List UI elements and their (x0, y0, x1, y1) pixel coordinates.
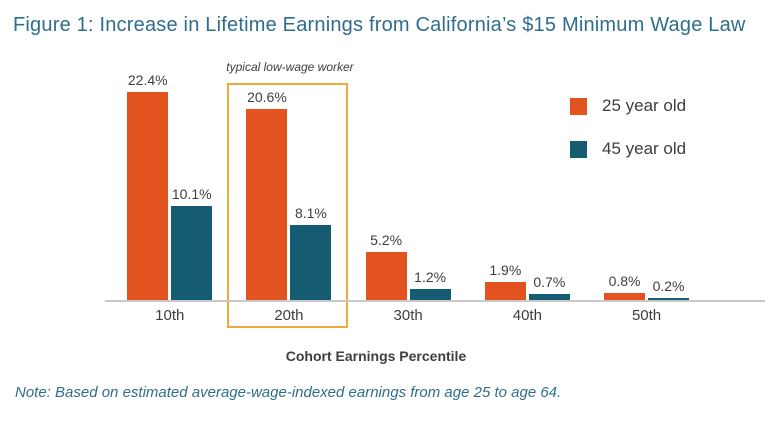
x-tick-label-20th: 20th (274, 307, 304, 324)
bar-50th-25-year-old (604, 292, 646, 300)
bar-value-label-30th-45-year-old: 1.2% (414, 268, 447, 285)
legend-item-45-year-old: 45 year old (570, 139, 686, 159)
x-tick-label-40th: 40th (512, 307, 542, 324)
bar-40th-45-year-old (528, 293, 570, 300)
legend-label-25-year-old: 25 year old (602, 96, 687, 115)
x-axis-line (105, 300, 765, 302)
x-axis-title: Cohort Earnings Percentile (285, 348, 467, 364)
bar-50th-45-year-old (648, 297, 690, 300)
figure-title: Figure 1: Increase in Lifetime Earnings … (13, 14, 746, 36)
bar-value-label-40th-45-year-old: 0.7% (533, 273, 566, 290)
bar-value-label-20th-45-year-old: 8.1% (294, 204, 327, 221)
legend-label-45-year-old: 45 year old (602, 139, 687, 158)
x-tick-label-10th: 10th (155, 307, 185, 324)
bar-value-label-30th-25-year-old: 5.2% (370, 231, 403, 248)
bar-10th-25-year-old (127, 92, 169, 300)
bar-value-label-50th-25-year-old: 0.8% (608, 272, 641, 289)
figure-note: Note: Based on estimated average-wage-in… (15, 384, 562, 401)
legend-swatch-25-year-old-icon (570, 97, 587, 115)
bar-value-label-50th-45-year-old: 0.2% (652, 277, 685, 294)
bar-40th-25-year-old (484, 282, 526, 300)
bar-value-label-40th-25-year-old: 1.9% (489, 262, 522, 279)
bar-value-label-20th-25-year-old: 20.6% (247, 88, 287, 105)
bar-20th-25-year-old (246, 108, 288, 300)
legend-swatch-45-year-old-icon (570, 140, 587, 158)
bar-30th-45-year-old (409, 288, 451, 300)
bar-20th-45-year-old (290, 224, 332, 300)
x-tick-label-30th: 30th (393, 307, 423, 324)
bar-10th-45-year-old (171, 206, 213, 300)
highlight-annotation: typical low-wage worker (226, 60, 354, 74)
bar-30th-25-year-old (365, 251, 407, 300)
legend-item-25-year-old: 25 year old (570, 96, 686, 116)
bar-value-label-10th-45-year-old: 10.1% (171, 186, 212, 203)
x-tick-label-50th: 50th (631, 307, 662, 324)
highlight-box-20th-percentile (227, 83, 348, 328)
legend: 25 year old 45 year old (570, 96, 686, 182)
bar-value-label-10th-25-year-old: 22.4% (127, 72, 168, 88)
